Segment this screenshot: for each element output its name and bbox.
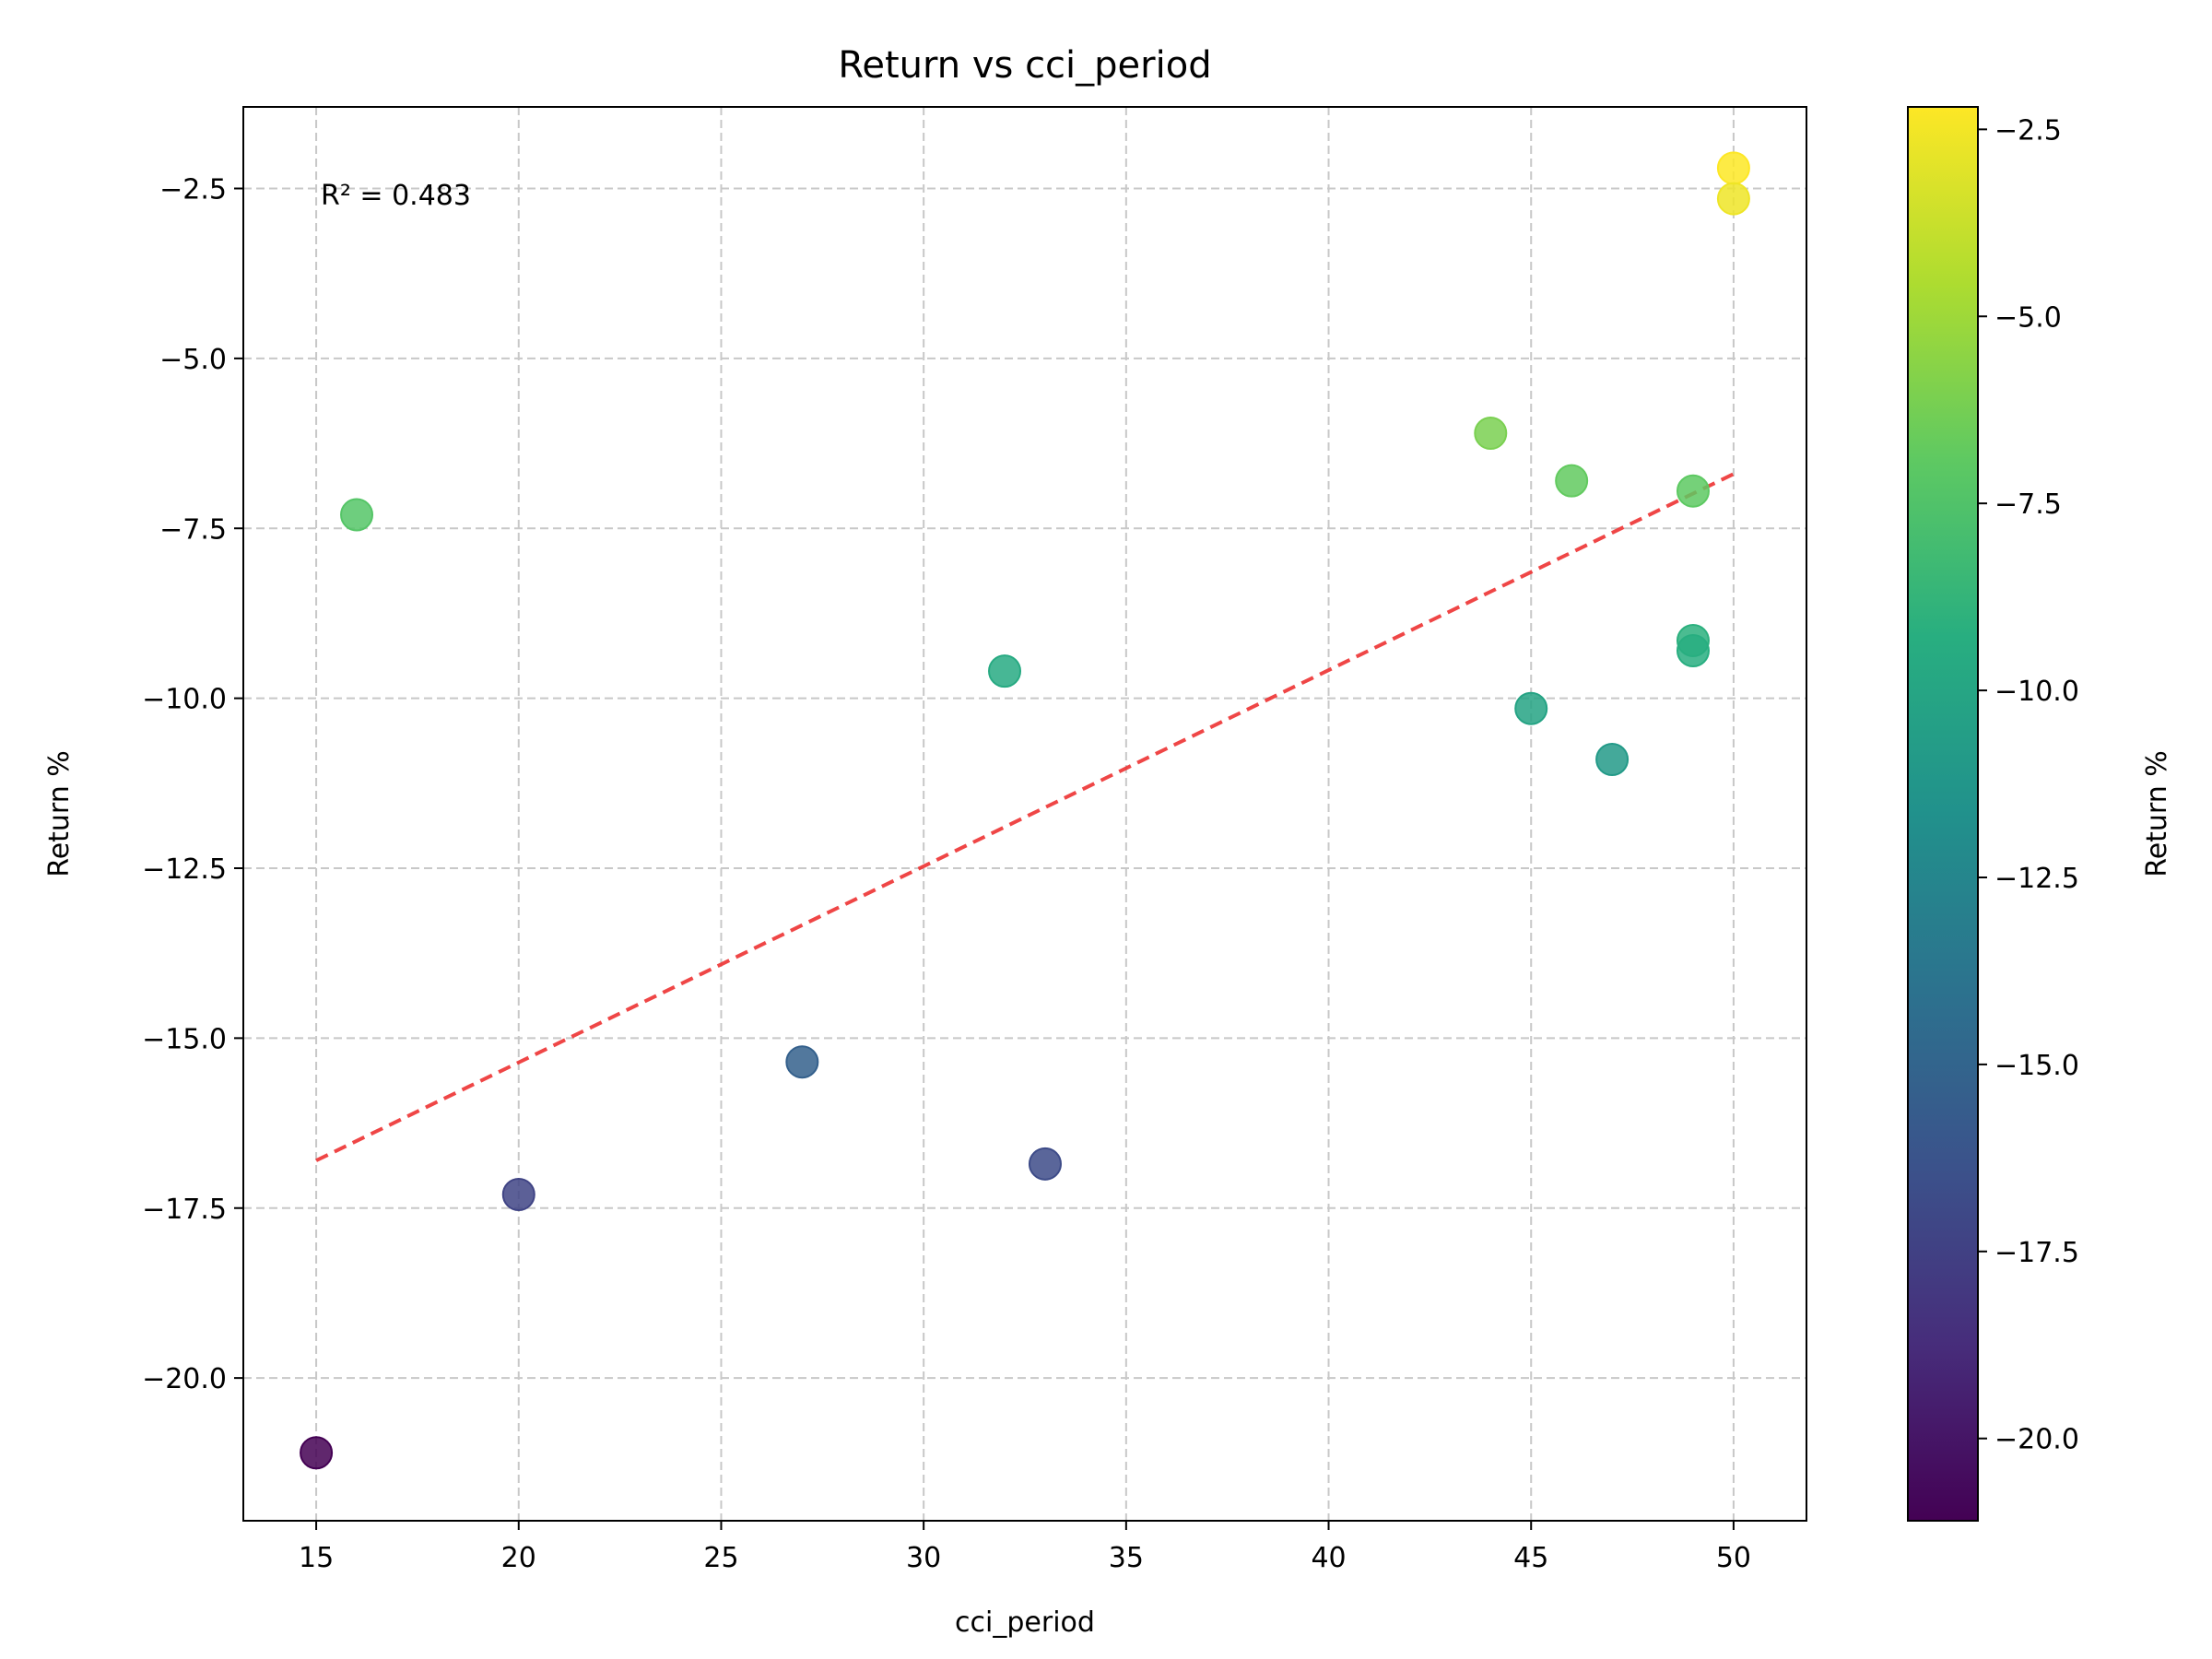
scatter-point: [988, 654, 1022, 688]
y-tick-label: −20.0: [142, 1363, 227, 1395]
scatter-point: [1676, 634, 1710, 667]
trendline-layer: [315, 472, 1735, 1162]
x-axis-label: cci_period: [955, 1606, 1095, 1639]
colorbar-tick-label: −2.5: [1994, 114, 2062, 147]
y-tick-label: −5.0: [159, 344, 227, 376]
colorbar-ticks: −20.0 −17.5 −15.0 −12.5 −10.0 −7.5 −5.0 −2.5: [1978, 114, 2079, 1456]
colorbar-tick-label: −20.0: [1994, 1424, 2079, 1456]
grid: [243, 107, 1806, 1521]
y-tick-label: −15.0: [142, 1023, 227, 1055]
x-tick-label: 40: [1311, 1542, 1346, 1574]
y-tick-label: −7.5: [159, 513, 227, 546]
colorbar-tick-label: −15.0: [1994, 1050, 2079, 1082]
scatter-point: [1474, 417, 1508, 450]
y-tick-label: −17.5: [142, 1194, 227, 1226]
y-tick-label: −12.5: [142, 853, 227, 886]
colorbar-label: Return %: [2141, 750, 2173, 877]
x-tick-label: 45: [1513, 1542, 1548, 1574]
scatter-point: [1028, 1147, 1062, 1181]
y-tick-label: −10.0: [142, 684, 227, 716]
x-axis-ticks: 15 20 25 30 35 40 45 50: [299, 1521, 1751, 1574]
scatter-point: [1514, 691, 1548, 725]
scatter-point: [340, 498, 374, 532]
x-tick-label: 20: [501, 1542, 536, 1574]
scatter-point: [501, 1178, 535, 1211]
scatter-point: [1716, 151, 1750, 185]
scatter-points: [300, 151, 1750, 1470]
x-tick-label: 50: [1716, 1542, 1751, 1574]
plot-area-frame: [242, 106, 1807, 1522]
scatter-point: [785, 1045, 819, 1079]
trendline: [315, 472, 1735, 1162]
colorbar-tick-label: −5.0: [1994, 301, 2062, 334]
colorbar-tick-label: −10.0: [1994, 676, 2079, 708]
x-tick-label: 35: [1109, 1542, 1144, 1574]
y-tick-label: −2.5: [159, 174, 227, 206]
y-axis-ticks: −20.0 −17.5 −15.0 −12.5 −10.0 −7.5 −5.0 −2.5: [142, 174, 243, 1395]
scatter-point: [1555, 464, 1589, 498]
x-tick-label: 30: [906, 1542, 941, 1574]
colorbar-tick-label: −17.5: [1994, 1237, 2079, 1269]
chart-title: Return vs cci_period: [838, 44, 1211, 87]
scatter-point: [1595, 743, 1630, 776]
colorbar-tick-label: −12.5: [1994, 863, 2079, 895]
scatter-point: [1676, 474, 1710, 508]
x-tick-label: 15: [299, 1542, 334, 1574]
colorbar: [1907, 106, 1979, 1522]
x-tick-label: 25: [703, 1542, 738, 1574]
scatter-point: [300, 1436, 334, 1470]
colorbar-tick-label: −7.5: [1994, 488, 2062, 521]
scatter-point: [1716, 182, 1750, 216]
y-axis-label: Return %: [43, 750, 76, 877]
r-squared-annotation: R² = 0.483: [321, 180, 471, 212]
